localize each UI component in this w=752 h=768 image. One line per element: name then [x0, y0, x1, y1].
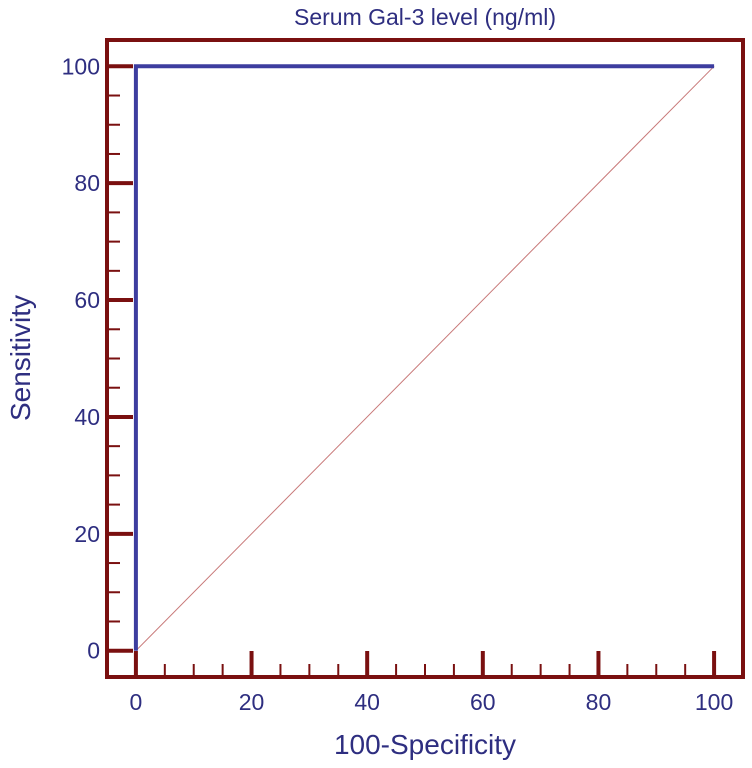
series-layer: [133, 64, 715, 652]
x-tick-label: 100: [695, 689, 733, 715]
y-tick-label: 0: [87, 638, 100, 664]
x-tick-label: 0: [130, 689, 143, 715]
x-tick-label: 20: [239, 689, 265, 715]
y-tick-label: 100: [62, 53, 100, 79]
y-tick-label: 40: [74, 404, 100, 430]
chart-title: Serum Gal-3 level (ng/ml): [294, 4, 556, 30]
y-axis: 0 20 40 60 80 100: [62, 53, 133, 664]
roc-curve-line: [133, 64, 715, 651]
y-axis-title: Sensitivity: [5, 295, 36, 421]
x-axis-title: 100-Specificity: [334, 729, 516, 760]
x-tick-label: 40: [354, 689, 380, 715]
y-tick-label: 60: [74, 287, 100, 313]
y-tick-label: 20: [74, 521, 100, 547]
x-tick-label: 60: [470, 689, 496, 715]
y-tick-label: 80: [74, 170, 100, 196]
reference-diagonal-line: [135, 65, 715, 652]
x-axis: 0 20 40 60 80 100: [130, 651, 733, 715]
x-tick-label: 80: [586, 689, 612, 715]
